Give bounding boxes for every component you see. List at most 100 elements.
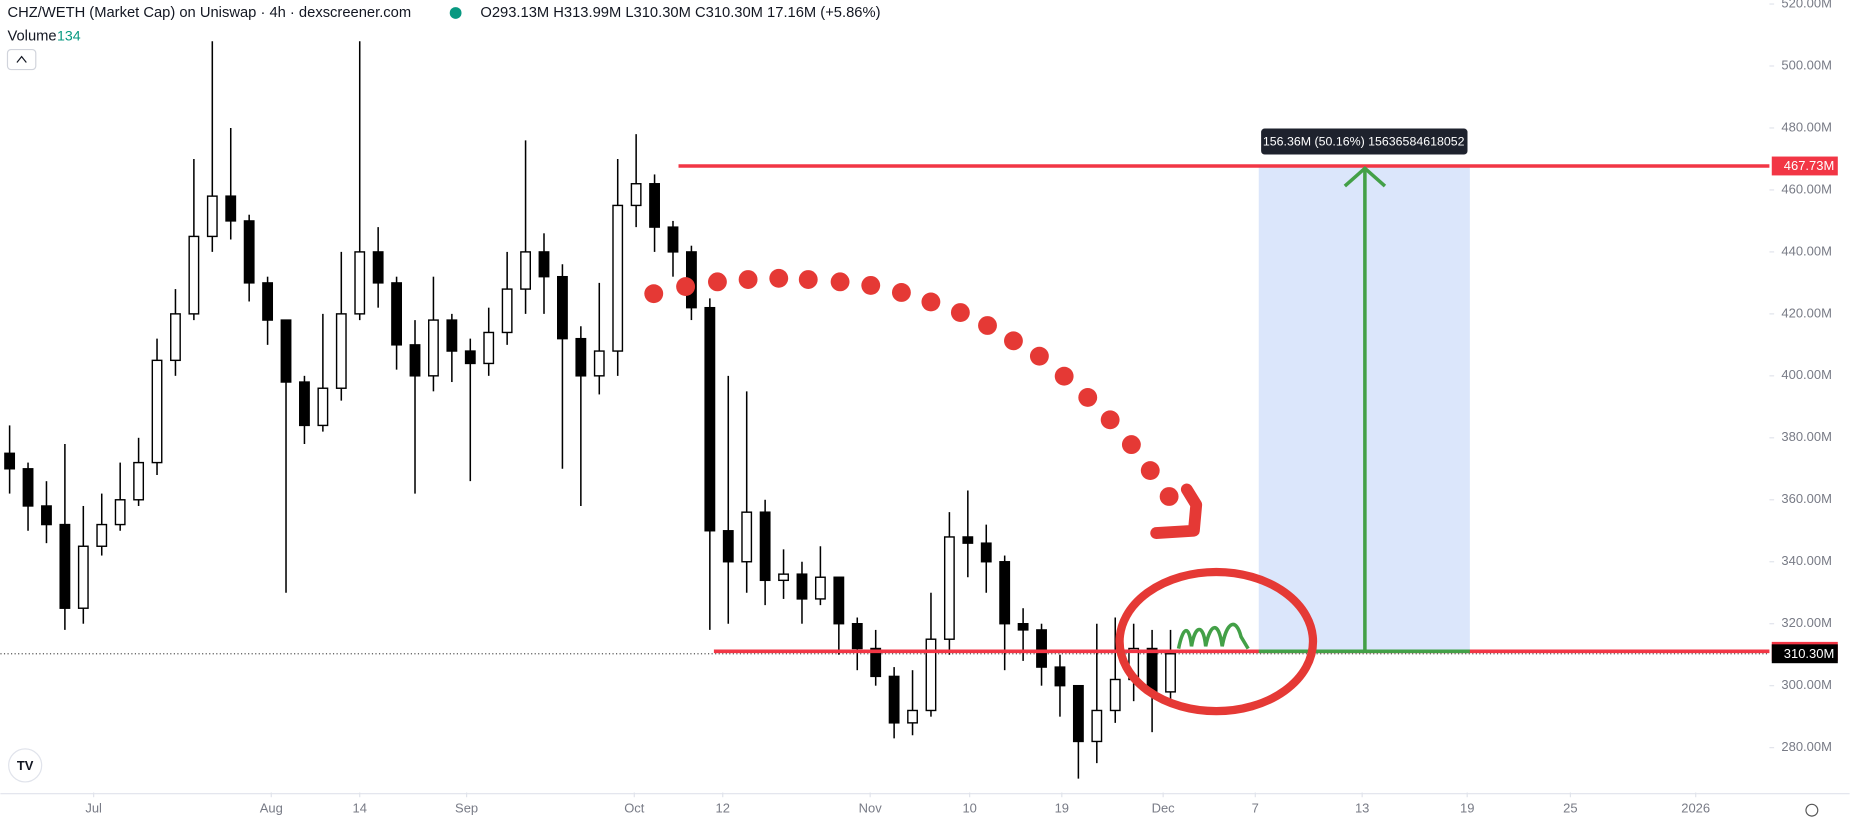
candle-body (1017, 623, 1029, 631)
candle-body (96, 523, 108, 547)
candle-body (1054, 666, 1066, 687)
x-tick-label: Aug (260, 800, 283, 815)
annotation-dot (676, 277, 696, 297)
candle-body (851, 623, 863, 650)
candle-body (501, 288, 513, 334)
candle-body (22, 468, 34, 507)
y-tick-label: 280.00M (1781, 739, 1831, 754)
candle-body (520, 251, 531, 290)
level-price-label-box (1771, 156, 1838, 176)
annotation-dot (891, 283, 911, 302)
candle-body (741, 511, 753, 563)
annotation-dot (1078, 388, 1098, 407)
annotation-dot (708, 272, 727, 292)
ohlc-legend: O293.13M H313.99M L310.30M C310.30M 17.1… (480, 5, 880, 21)
y-tick-label: 340.00M (1781, 553, 1831, 568)
x-tick-label: 19 (1055, 800, 1069, 815)
collapse-button[interactable] (6, 48, 37, 71)
candle-body (962, 536, 974, 544)
candle-body (1072, 684, 1084, 743)
candle-body (833, 576, 845, 625)
annotation-dot (1029, 346, 1049, 366)
y-tick-label: 500.00M (1781, 57, 1831, 72)
y-tick-label: 440.00M (1781, 243, 1831, 258)
x-tick-label: Oct (624, 800, 645, 815)
candle-body (372, 251, 384, 284)
measure-label-box (1261, 128, 1468, 155)
annotation-dot (644, 284, 664, 304)
x-tick-label: Sep (455, 800, 478, 815)
annotation-dot (830, 272, 850, 292)
x-tick-label: 12 (716, 800, 730, 815)
x-tick-label: Nov (859, 800, 883, 815)
x-tick-label: 19 (1460, 800, 1474, 815)
settings-icon[interactable] (1805, 803, 1819, 817)
y-tick-label: 360.00M (1781, 491, 1831, 506)
annotation-dot (1004, 331, 1023, 351)
candle-body (464, 350, 476, 365)
x-tick-label: 13 (1355, 800, 1369, 815)
candle-body (980, 542, 992, 563)
candle-body (593, 350, 605, 377)
candle-body (870, 647, 882, 678)
y-tick-label: 380.00M (1781, 429, 1831, 444)
candle-body (206, 195, 218, 238)
candle-body (354, 251, 366, 315)
candle-body (575, 337, 587, 377)
candle-body (299, 381, 310, 427)
candle-body (280, 319, 292, 383)
volume-label: Volume (7, 28, 56, 44)
candle-body (243, 220, 255, 284)
annotation-dot (921, 292, 941, 312)
annotation-dot (861, 275, 881, 295)
annotation-dot (1159, 487, 1179, 506)
x-tick-label: Dec (1152, 800, 1176, 815)
candle-body (612, 204, 624, 352)
last-price-label: 310.30M (1784, 646, 1834, 661)
candle-body (1109, 678, 1121, 712)
annotation-dot (950, 303, 970, 322)
candle-body (114, 499, 126, 526)
x-tick-label: 14 (353, 800, 367, 815)
candle-body (759, 511, 771, 582)
candle-body (391, 282, 403, 346)
candle-body (1036, 629, 1047, 668)
annotation-dot (1100, 410, 1120, 430)
candle-body (667, 226, 679, 253)
x-tick-label: 25 (1563, 800, 1577, 815)
candle-body (4, 452, 16, 470)
measure-arrowhead (1343, 165, 1387, 188)
candle-body (722, 530, 734, 563)
candle-body (1091, 709, 1103, 743)
chart-title: CHZ/WETH (Market Cap) on Uniswap · 4h · … (7, 5, 411, 21)
y-tick-label: 420.00M (1781, 305, 1831, 320)
y-tick-label: 300.00M (1781, 677, 1831, 692)
y-tick-label: 400.00M (1781, 367, 1831, 382)
candle-body (814, 576, 826, 600)
candle-body (538, 251, 550, 278)
candle-body (446, 319, 458, 352)
y-tick-label: 320.00M (1781, 615, 1831, 630)
annotation-dot (1121, 435, 1141, 455)
y-tick-label: 460.00M (1781, 181, 1831, 196)
x-tick-label: 7 (1252, 800, 1259, 815)
candle-body (483, 331, 495, 365)
annotation-circle (1115, 567, 1318, 716)
annotation-dot (798, 270, 818, 289)
x-tick-label: 10 (962, 800, 976, 815)
annotation-dot (1054, 366, 1074, 386)
candle-body (335, 313, 347, 389)
candle-body (1165, 653, 1176, 693)
candle-body (925, 638, 937, 712)
annotation-dot (738, 270, 758, 289)
measure-label: 156.36M (50.16%) 15636584618052 (1263, 134, 1465, 148)
candle-body (999, 561, 1011, 625)
candle-body (151, 359, 163, 464)
candle-body (133, 461, 145, 501)
volume-value: 134 (57, 27, 81, 43)
status-dot (449, 7, 462, 19)
annotation-dot (1140, 461, 1160, 480)
annotation-hook (1150, 483, 1203, 539)
